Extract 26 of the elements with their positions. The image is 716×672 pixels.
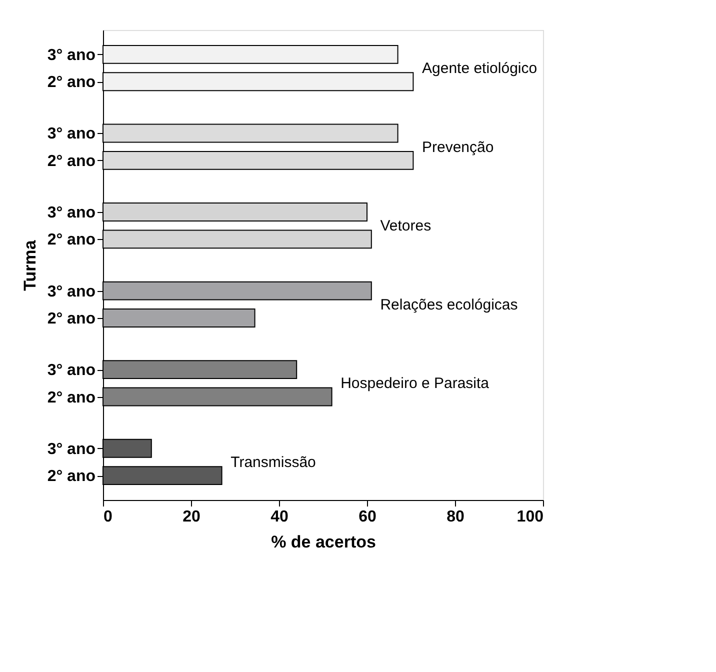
- y-tick-label: 2° ano: [47, 389, 96, 406]
- y-tick-label: 2° ano: [47, 232, 96, 249]
- y-tick-label: 3° ano: [47, 126, 96, 143]
- x-tick-label: 60: [358, 508, 376, 526]
- y-tick-label: 3° ano: [47, 204, 96, 222]
- x-tick-label: 80: [446, 508, 464, 526]
- y-tick-label: 3° ano: [47, 46, 96, 64]
- y-tick-label: 2° ano: [47, 74, 96, 92]
- annotation: Agente etiológico: [422, 60, 538, 78]
- x-axis-title: % de acertos: [271, 532, 376, 552]
- annotation: Relações ecológicas: [380, 296, 518, 314]
- y-tick-label: 2° ano: [47, 152, 96, 170]
- y-tick-label: 2° ano: [47, 310, 96, 328]
- x-tick-label: 20: [182, 508, 200, 526]
- annotation: Vetores: [380, 218, 432, 235]
- x-tick-label: 100: [516, 508, 544, 526]
- x-tick-label: 0: [104, 508, 112, 526]
- y-tick-label: 3° ano: [47, 440, 96, 458]
- y-tick-label: 3° ano: [47, 283, 96, 300]
- x-tick-label: 40: [270, 508, 288, 526]
- y-tick-label: 2° ano: [47, 468, 96, 486]
- y-tick-label: 3° ano: [47, 362, 96, 380]
- annotation: Hospedeiro e Parasita: [340, 375, 490, 392]
- annotation: Transmissão: [230, 454, 316, 471]
- annotation: Prevenção: [422, 138, 494, 156]
- y-axis-title: Turma: [20, 240, 40, 291]
